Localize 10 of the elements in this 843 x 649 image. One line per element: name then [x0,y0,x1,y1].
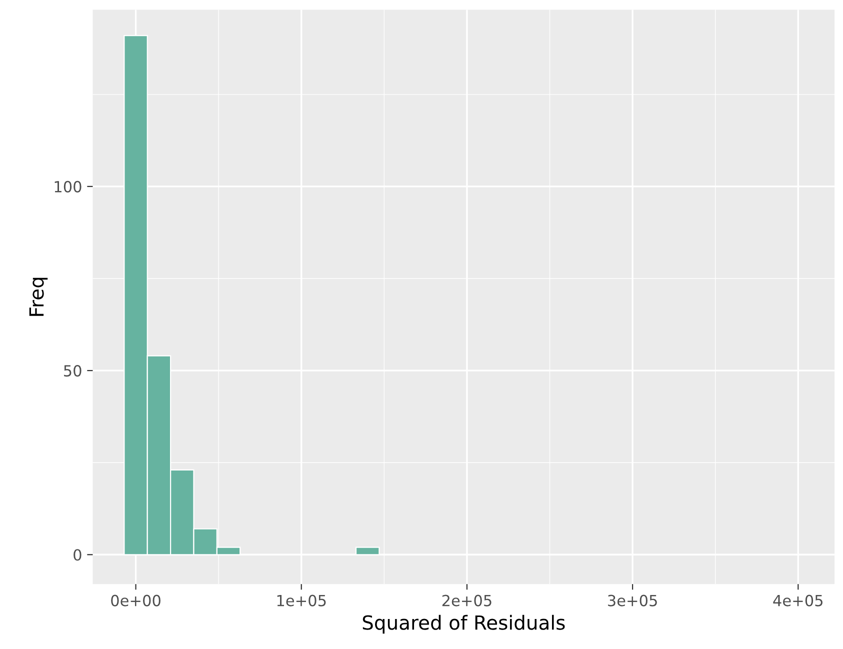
x-tick-label: 0e+00 [111,594,160,606]
y-tick-label: 100 [54,180,82,192]
y-axis-title: Freq [29,278,48,316]
y-tick-label: 0 [74,549,82,561]
x-tick-label: 3e+05 [608,594,657,606]
x-tick-label: 2e+05 [442,594,492,606]
x-tick-label: 4e+05 [773,594,822,606]
x-axis-title: Squared of Residuals [362,614,565,634]
x-tick-label: 1e+05 [277,594,326,606]
y-tick-label: 50 [64,365,82,377]
